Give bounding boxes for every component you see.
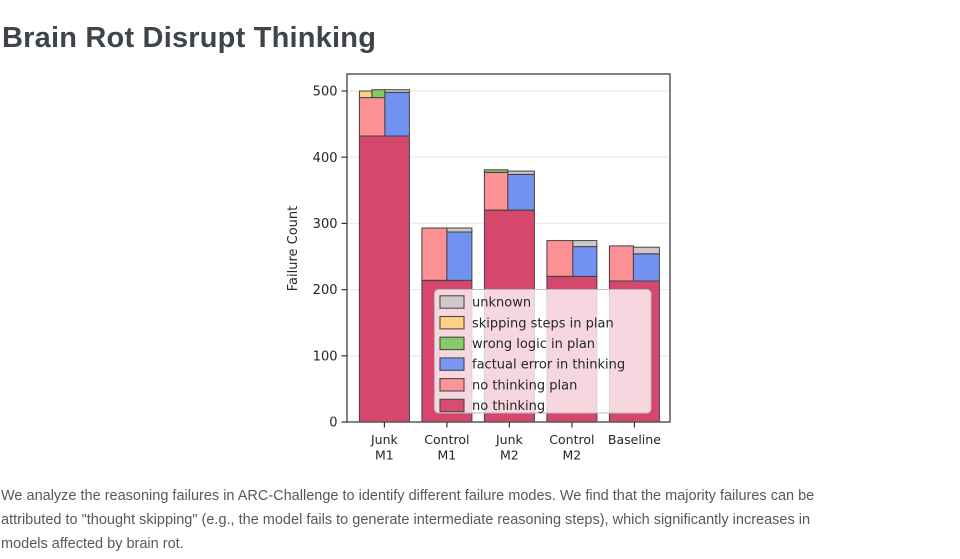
x-tick-label: Control (549, 432, 594, 447)
legend-label: factual error in thinking (472, 358, 625, 373)
x-tick-label: Junk (495, 432, 524, 447)
legend-entry: no thinking (439, 398, 545, 414)
bar-segment (358, 97, 386, 137)
bar-segment (446, 227, 473, 233)
plot-frame (346, 73, 671, 423)
bar-segment (572, 246, 598, 277)
legend-label: skipping steps in plan (472, 316, 614, 331)
x-tick-label: M1 (438, 448, 457, 463)
legend-swatch (439, 295, 465, 309)
bar-segment (632, 246, 660, 255)
legend-swatch (439, 315, 465, 330)
y-tick-label: 400 (313, 151, 338, 166)
y-tick-label: 200 (313, 283, 338, 298)
x-tick-label: Control (424, 432, 469, 447)
legend-label: no thinking (472, 399, 545, 414)
bar-segment (507, 173, 535, 211)
bar-segment (358, 135, 410, 423)
legend-label: wrong logic in plan (472, 337, 595, 352)
bar-segment (632, 253, 660, 282)
bar-segment (446, 231, 473, 281)
chart-legend: unknown skipping steps in plan wrong logic… (434, 289, 652, 414)
caption-line-3: models affected by brain rot. (1, 536, 184, 553)
x-tick-label: M1 (375, 448, 394, 463)
caption-line-1: We analyze the reasoning failures in ARC… (1, 488, 815, 504)
legend-swatch (439, 398, 465, 413)
legend-swatch (439, 378, 465, 392)
legend-label: no thinking plan (472, 378, 577, 393)
x-tick-label: M2 (563, 448, 582, 463)
legend-entry: wrong logic in plan (439, 336, 595, 352)
failure-chart-svg: 0100200300400500JunkM1ControlM1JunkM2Con… (286, 73, 671, 463)
legend-entry: unknown (439, 295, 531, 311)
y-axis-title: Failure Count (286, 206, 301, 292)
failure-chart: 0 100 200 300 400 500 Junk M1 Control M1 Junk M2 Con… (286, 73, 671, 463)
y-tick-label: 300 (313, 217, 338, 232)
bar-segment (358, 90, 373, 99)
legend-entry: no thinking plan (439, 378, 577, 393)
y-tick-label: 0 (329, 416, 337, 431)
bar-segment (546, 240, 574, 277)
bar-group (358, 89, 410, 423)
x-tick-label: Baseline (608, 432, 661, 447)
caption-line-2: attributed to "thought skipping" (e.g., … (1, 512, 811, 529)
legend-swatch (439, 336, 465, 351)
bar-segment (483, 169, 509, 173)
bar-segment (384, 89, 410, 93)
bar-segment (384, 91, 410, 137)
figure-caption: We analyze the reasoning failures in ARC… (1, 484, 959, 557)
bar-segment (572, 240, 598, 248)
legend-box (434, 289, 652, 414)
y-tick-label: 100 (313, 349, 338, 364)
bar-segment (421, 227, 448, 281)
bar-segment (608, 245, 634, 282)
x-tick-label: M2 (500, 448, 519, 463)
legend-label: unknown (472, 296, 531, 311)
bar-segment (483, 171, 509, 211)
x-tick-label: Junk (370, 432, 399, 447)
y-tick-label: 500 (313, 85, 338, 100)
legend-entry: factual error in thinking (439, 357, 625, 373)
page-title: Brain Rot Disrupt Thinking (2, 22, 377, 55)
bar-segment (507, 170, 535, 175)
bar-segment (371, 89, 386, 99)
legend-entry: skipping steps in plan (439, 315, 614, 331)
legend-swatch (439, 357, 465, 371)
y-axis: 0 100 200 300 400 500 (313, 85, 347, 431)
